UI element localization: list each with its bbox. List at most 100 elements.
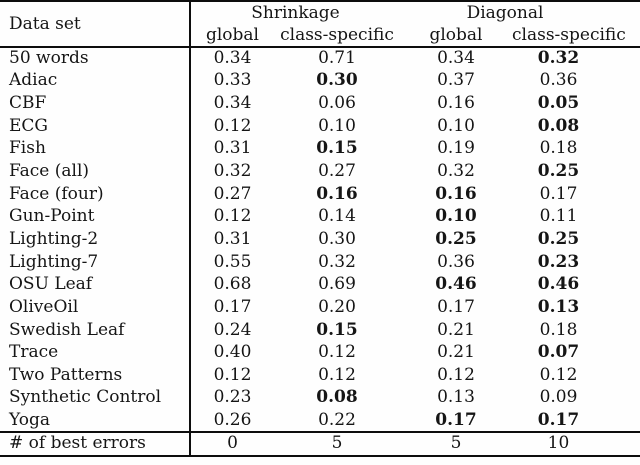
- dataset-name: OliveOil: [0, 296, 191, 319]
- cell-shrinkage-global: 0.17: [213, 296, 252, 317]
- cell-shrinkage-class-specific: 0.27: [318, 161, 356, 182]
- cell-diagonal-global: 0.16: [435, 183, 477, 204]
- cell-shrinkage-global: 0.27: [213, 183, 252, 204]
- table-row: Swedish Leaf 0.24 0.15 0.21 0.18: [0, 318, 640, 342]
- column-header-diagonal-class-specific: class-specific: [512, 24, 626, 45]
- dataset-name: Synthetic Control: [0, 386, 191, 410]
- dataset-name: Face (all): [0, 160, 191, 183]
- dataset-name: Swedish Leaf: [0, 318, 191, 342]
- summary-value-shrinkage-class-specific: 5: [331, 433, 343, 454]
- dataset-name: 50 words: [0, 47, 191, 70]
- cell-shrinkage-global: 0.12: [213, 364, 252, 385]
- cell-shrinkage-class-specific: 0.15: [316, 138, 358, 159]
- sub-header-row: global class-specific global class-speci…: [0, 24, 640, 47]
- cell-diagonal-global: 0.32: [437, 161, 475, 182]
- table-body: 50 words 0.34 0.71 0.34 0.32 Adiac 0.33 …: [0, 47, 640, 432]
- cell-shrinkage-class-specific: 0.30: [318, 228, 356, 249]
- cell-diagonal-class-specific: 0.36: [539, 70, 578, 91]
- dataset-name: Lighting-7: [0, 250, 191, 274]
- cell-shrinkage-global: 0.34: [213, 48, 252, 69]
- cell-shrinkage-class-specific: 0.71: [318, 48, 356, 69]
- cell-diagonal-global: 0.21: [437, 319, 475, 340]
- cell-shrinkage-global: 0.23: [213, 387, 252, 408]
- table-row: Lighting-7 0.55 0.32 0.36 0.23: [0, 250, 640, 274]
- cell-diagonal-global: 0.34: [437, 48, 475, 69]
- cell-diagonal-global: 0.16: [437, 93, 475, 114]
- dataset-name: Two Patterns: [0, 363, 191, 387]
- table-row: Fish 0.31 0.15 0.19 0.18: [0, 137, 640, 161]
- table-row: Two Patterns 0.12 0.12 0.12 0.12: [0, 363, 640, 387]
- dataset-name: Yoga: [0, 409, 191, 432]
- cell-shrinkage-global: 0.55: [213, 251, 252, 272]
- cell-diagonal-class-specific: 0.11: [539, 206, 578, 227]
- cell-diagonal-global: 0.17: [437, 296, 475, 317]
- dataset-name: Trace: [0, 341, 191, 364]
- dataset-name: CBF: [0, 92, 191, 115]
- cell-diagonal-class-specific: 0.08: [537, 115, 580, 136]
- cell-shrinkage-class-specific: 0.10: [318, 115, 356, 136]
- cell-shrinkage-global: 0.33: [213, 70, 252, 91]
- cell-shrinkage-class-specific: 0.22: [318, 409, 356, 430]
- table-row: Face (all) 0.32 0.27 0.32 0.25: [0, 160, 640, 183]
- column-group-diagonal: Diagonal: [466, 2, 544, 23]
- dataset-name: Lighting-2: [0, 228, 191, 251]
- cell-shrinkage-class-specific: 0.14: [318, 206, 356, 227]
- cell-diagonal-global: 0.12: [437, 364, 475, 385]
- cell-diagonal-global: 0.19: [437, 138, 475, 159]
- cell-shrinkage-global: 0.32: [213, 161, 252, 182]
- cell-shrinkage-class-specific: 0.30: [316, 70, 358, 91]
- cell-shrinkage-global: 0.24: [213, 319, 252, 340]
- cell-diagonal-class-specific: 0.05: [537, 93, 580, 114]
- cell-diagonal-class-specific: 0.23: [537, 251, 580, 272]
- cell-shrinkage-class-specific: 0.20: [318, 296, 356, 317]
- cell-diagonal-global: 0.17: [435, 409, 477, 430]
- table-row: Lighting-2 0.31 0.30 0.25 0.25: [0, 228, 640, 251]
- group-header-row: Data set Shrinkage Diagonal: [0, 1, 640, 47]
- cell-diagonal-global: 0.10: [435, 206, 477, 227]
- cell-diagonal-class-specific: 0.17: [537, 409, 580, 430]
- cell-diagonal-global: 0.46: [435, 274, 477, 295]
- cell-diagonal-class-specific: 0.07: [537, 342, 580, 363]
- column-header-shrinkage-global: global: [205, 24, 259, 45]
- column-group-shrinkage: Shrinkage: [251, 2, 340, 23]
- dataset-name: Fish: [0, 137, 191, 161]
- table-row: OliveOil 0.17 0.20 0.17 0.13: [0, 296, 640, 319]
- cell-shrinkage-class-specific: 0.08: [316, 387, 358, 408]
- cell-shrinkage-global: 0.12: [213, 115, 252, 136]
- cell-shrinkage-class-specific: 0.06: [318, 93, 356, 114]
- cell-shrinkage-class-specific: 0.12: [318, 342, 356, 363]
- cell-shrinkage-class-specific: 0.16: [316, 183, 358, 204]
- table-row: Trace 0.40 0.12 0.21 0.07: [0, 341, 640, 364]
- cell-shrinkage-global: 0.40: [213, 342, 252, 363]
- summary-row: # of best errors 0 5 5 10: [0, 431, 640, 456]
- cell-shrinkage-class-specific: 0.69: [318, 274, 356, 295]
- table-row: OSU Leaf 0.68 0.69 0.46 0.46: [0, 273, 640, 297]
- cell-diagonal-class-specific: 0.09: [539, 387, 578, 408]
- cell-diagonal-global: 0.13: [437, 387, 475, 408]
- dataset-name: Face (four): [0, 182, 191, 206]
- cell-shrinkage-class-specific: 0.15: [316, 319, 358, 340]
- cell-shrinkage-global: 0.34: [213, 93, 252, 114]
- table-row: Synthetic Control 0.23 0.08 0.13 0.09: [0, 386, 640, 410]
- table-row: Face (four) 0.27 0.16 0.16 0.17: [0, 182, 640, 206]
- cell-diagonal-class-specific: 0.18: [539, 138, 578, 159]
- table-row: ECG 0.12 0.10 0.10 0.08: [0, 114, 640, 138]
- cell-shrinkage-global: 0.12: [213, 206, 252, 227]
- cell-diagonal-class-specific: 0.25: [537, 161, 580, 182]
- cell-diagonal-class-specific: 0.13: [537, 296, 580, 317]
- table-header: Data set Shrinkage Diagonal global class…: [0, 1, 640, 47]
- cell-shrinkage-global: 0.31: [213, 228, 252, 249]
- summary-label: # of best errors: [0, 431, 191, 456]
- cell-shrinkage-class-specific: 0.32: [318, 251, 356, 272]
- cell-shrinkage-global: 0.68: [213, 274, 252, 295]
- summary-value-diagonal-class-specific: 10: [547, 433, 570, 454]
- cell-shrinkage-global: 0.26: [213, 409, 252, 430]
- cell-diagonal-class-specific: 0.32: [537, 48, 580, 69]
- cell-diagonal-global: 0.10: [437, 115, 475, 136]
- cell-diagonal-class-specific: 0.17: [539, 183, 578, 204]
- cell-diagonal-global: 0.37: [437, 70, 475, 91]
- cell-diagonal-global: 0.25: [435, 228, 477, 249]
- cell-diagonal-class-specific: 0.12: [539, 364, 578, 385]
- dataset-name: ECG: [0, 114, 191, 138]
